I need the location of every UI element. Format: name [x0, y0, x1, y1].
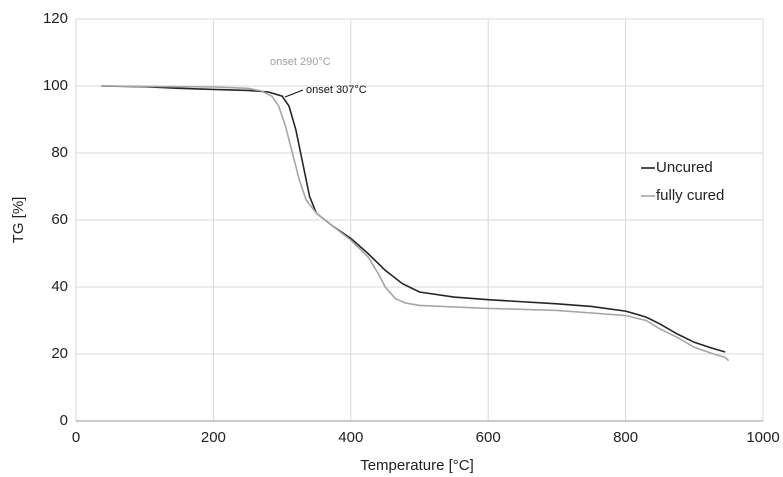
series-line [101, 85, 730, 362]
annotation: onset 307°C [306, 84, 367, 96]
legend-label: fully cured [656, 187, 724, 204]
legend-label: Uncured [656, 159, 713, 176]
annotation: onset 290°C [270, 56, 331, 68]
annotation-leader [284, 89, 304, 98]
x-tick-label: 200 [201, 429, 226, 446]
x-axis-label: Temperature [°C] [360, 457, 474, 474]
y-axis-label: TG [%] [10, 197, 27, 244]
x-tick-label: 1000 [746, 429, 779, 446]
x-tick-label: 600 [476, 429, 501, 446]
y-tick-label: 80 [51, 144, 68, 161]
y-tick-label: 0 [60, 412, 68, 429]
y-tick-label: 100 [43, 77, 68, 94]
y-tick-label: 40 [51, 278, 68, 295]
y-tick-label: 60 [51, 211, 68, 228]
x-tick-label: 400 [338, 429, 363, 446]
y-tick-label: 20 [51, 345, 68, 362]
x-tick-label: 800 [613, 429, 638, 446]
y-tick-label: 120 [43, 10, 68, 27]
x-tick-label: 0 [72, 429, 80, 446]
series-line [101, 85, 726, 353]
